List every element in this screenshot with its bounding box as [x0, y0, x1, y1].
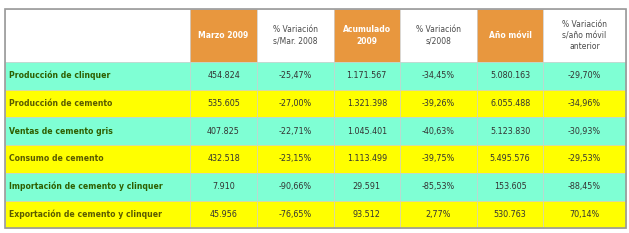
Bar: [191, 62, 257, 89]
Bar: [5, 173, 191, 201]
Bar: [257, 173, 333, 201]
Bar: [477, 173, 543, 201]
Bar: [400, 9, 477, 62]
Text: -88,45%: -88,45%: [568, 182, 601, 191]
Text: -27,00%: -27,00%: [279, 99, 312, 108]
Bar: [400, 145, 477, 173]
Bar: [5, 9, 191, 62]
Text: 535.605: 535.605: [207, 99, 240, 108]
Bar: [191, 117, 257, 145]
Bar: [191, 201, 257, 228]
Bar: [400, 117, 477, 145]
Bar: [5, 117, 191, 145]
Bar: [5, 145, 191, 173]
Text: 5.495.576: 5.495.576: [490, 154, 530, 163]
Text: 153.605: 153.605: [494, 182, 526, 191]
Text: 407.825: 407.825: [207, 127, 240, 136]
Bar: [333, 173, 400, 201]
Bar: [333, 9, 400, 62]
Text: 5.080.163: 5.080.163: [490, 71, 530, 80]
Bar: [543, 117, 626, 145]
Text: Marzo 2009: Marzo 2009: [198, 31, 248, 40]
Bar: [191, 9, 257, 62]
Bar: [5, 62, 191, 89]
Text: -39,75%: -39,75%: [422, 154, 455, 163]
Text: 29.591: 29.591: [353, 182, 381, 191]
Bar: [333, 117, 400, 145]
Text: 432.518: 432.518: [207, 154, 240, 163]
Bar: [400, 62, 477, 89]
Bar: [477, 89, 543, 117]
Bar: [191, 145, 257, 173]
Text: -85,53%: -85,53%: [422, 182, 455, 191]
Text: Consumo de cemento: Consumo de cemento: [9, 154, 104, 163]
Text: % Variación
s/Mar. 2008: % Variación s/Mar. 2008: [272, 25, 318, 46]
Bar: [333, 145, 400, 173]
Text: 1.113.499: 1.113.499: [347, 154, 387, 163]
Bar: [257, 201, 333, 228]
Text: 1.171.567: 1.171.567: [347, 71, 387, 80]
Bar: [333, 62, 400, 89]
Text: 1.321.398: 1.321.398: [347, 99, 387, 108]
Text: -34,45%: -34,45%: [422, 71, 455, 80]
Text: 1.045.401: 1.045.401: [347, 127, 387, 136]
Text: 5.123.830: 5.123.830: [490, 127, 530, 136]
Bar: [543, 201, 626, 228]
Bar: [257, 145, 333, 173]
Text: -25,47%: -25,47%: [279, 71, 312, 80]
Text: 454.824: 454.824: [207, 71, 240, 80]
Text: Producción de clinquer: Producción de clinquer: [9, 71, 111, 80]
Bar: [477, 62, 543, 89]
Text: 70,14%: 70,14%: [569, 210, 599, 219]
Bar: [543, 9, 626, 62]
Bar: [543, 89, 626, 117]
Bar: [543, 62, 626, 89]
Text: -29,53%: -29,53%: [568, 154, 601, 163]
Text: -90,66%: -90,66%: [279, 182, 312, 191]
Bar: [477, 201, 543, 228]
Text: -76,65%: -76,65%: [279, 210, 312, 219]
Bar: [333, 89, 400, 117]
Bar: [400, 173, 477, 201]
Text: Año móvil: Año móvil: [489, 31, 532, 40]
Text: -29,70%: -29,70%: [568, 71, 601, 80]
Bar: [400, 89, 477, 117]
Text: -39,26%: -39,26%: [422, 99, 455, 108]
Bar: [257, 62, 333, 89]
Bar: [191, 173, 257, 201]
Text: 530.763: 530.763: [494, 210, 526, 219]
Bar: [5, 89, 191, 117]
Bar: [333, 201, 400, 228]
Text: 2,77%: 2,77%: [426, 210, 451, 219]
Bar: [477, 145, 543, 173]
Bar: [477, 9, 543, 62]
Text: -30,93%: -30,93%: [568, 127, 601, 136]
Bar: [257, 117, 333, 145]
Text: Importación de cemento y clinquer: Importación de cemento y clinquer: [9, 182, 163, 192]
Bar: [543, 173, 626, 201]
Bar: [191, 89, 257, 117]
Text: Exportación de cemento y clinquer: Exportación de cemento y clinquer: [9, 210, 162, 219]
Bar: [257, 89, 333, 117]
Text: -23,15%: -23,15%: [279, 154, 312, 163]
Text: Producción de cemento: Producción de cemento: [9, 99, 113, 108]
Text: 6.055.488: 6.055.488: [490, 99, 530, 108]
Text: -34,96%: -34,96%: [568, 99, 601, 108]
Text: Acumulado
2009: Acumulado 2009: [343, 25, 391, 46]
Bar: [257, 9, 333, 62]
Text: -22,71%: -22,71%: [279, 127, 312, 136]
Text: Ventas de cemento gris: Ventas de cemento gris: [9, 127, 113, 136]
Bar: [5, 201, 191, 228]
Text: % Variación
s/año móvil
anterior: % Variación s/año móvil anterior: [562, 20, 607, 51]
Bar: [543, 145, 626, 173]
Text: 45.956: 45.956: [209, 210, 237, 219]
Text: 93.512: 93.512: [353, 210, 381, 219]
Bar: [477, 117, 543, 145]
Text: % Variación
s/2008: % Variación s/2008: [416, 25, 461, 46]
Text: -40,63%: -40,63%: [422, 127, 455, 136]
Text: 7.910: 7.910: [212, 182, 235, 191]
Bar: [400, 201, 477, 228]
